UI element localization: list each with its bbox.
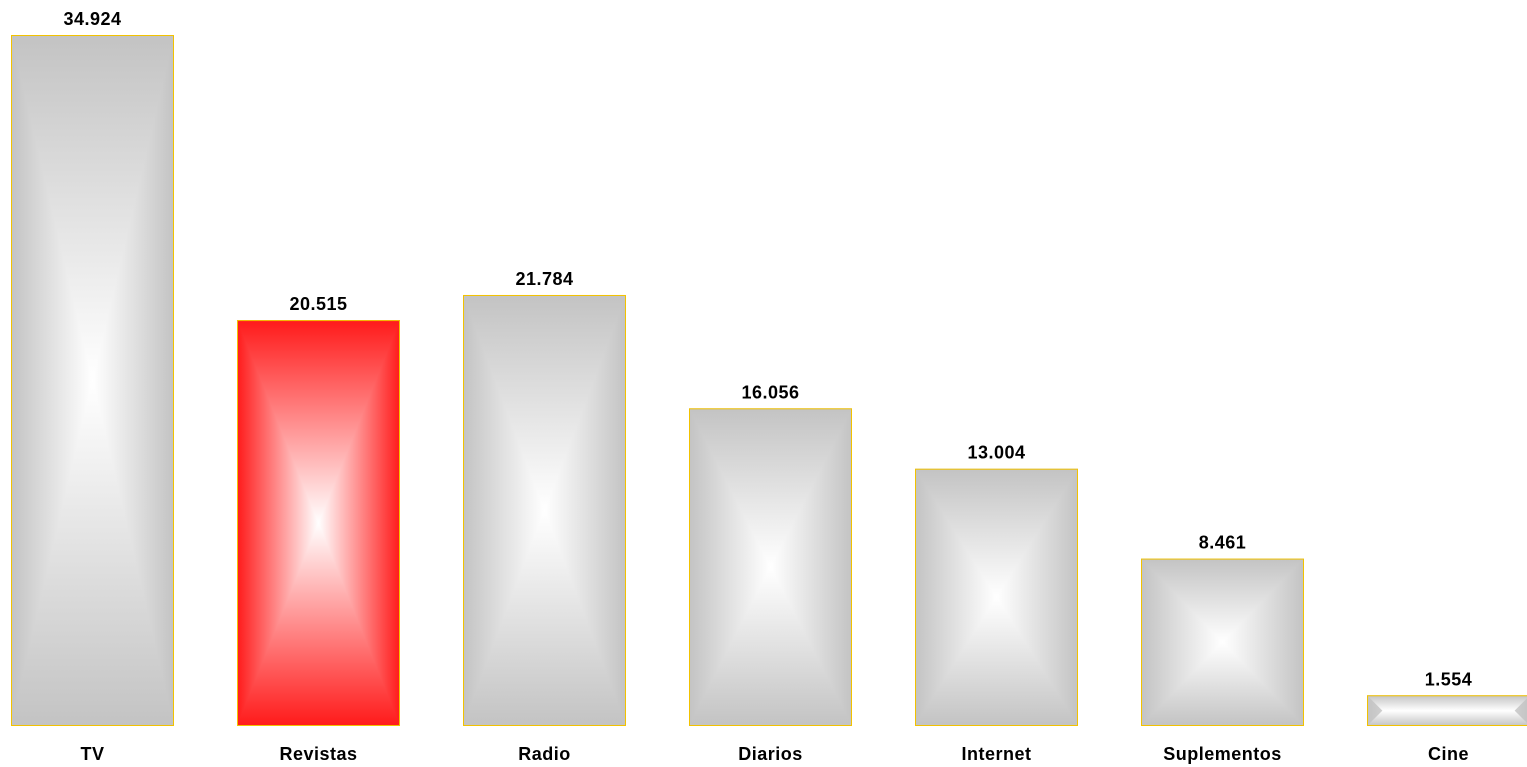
bar-cine	[1367, 695, 1527, 726]
bar-fill-right	[92, 35, 174, 726]
bar-diarios	[689, 408, 852, 726]
bar-fill-left	[237, 320, 319, 726]
value-label-suplementos: 8.461	[1199, 533, 1247, 553]
value-label-tv: 34.924	[63, 9, 121, 29]
bar-outline	[1367, 695, 1527, 726]
bars-layer	[11, 35, 1527, 726]
category-label-cine: Cine	[1428, 744, 1469, 764]
bar-fill-right	[318, 320, 400, 726]
bar-fill-right	[1222, 558, 1304, 726]
bar-fill-left	[915, 468, 997, 726]
category-labels-layer: TV Revistas Radio Diarios Internet Suplemento…	[80, 744, 1469, 764]
bar-internet	[915, 468, 1078, 726]
value-label-revistas: 20.515	[289, 294, 347, 314]
bar-fill-right	[1514, 698, 1527, 723]
bar-fill-right	[544, 294, 626, 726]
category-label-internet: Internet	[961, 744, 1031, 764]
bar-tv	[11, 35, 174, 726]
value-labels-layer: 34.924 20.515 21.784 16.056 13.004 8.461 1.554	[63, 9, 1473, 689]
value-label-radio: 21.784	[515, 269, 573, 289]
bar-outline	[1141, 558, 1304, 726]
bar-outline	[11, 35, 174, 726]
bar-fill-vertical	[1367, 695, 1527, 726]
bar-outline	[689, 408, 852, 726]
bar-fill-left	[689, 408, 771, 726]
bar-fill-left	[1367, 695, 1383, 726]
value-label-cine: 1.554	[1425, 669, 1473, 689]
category-label-suplementos: Suplementos	[1163, 744, 1282, 764]
category-label-radio: Radio	[518, 744, 571, 764]
bar-radio	[463, 294, 626, 726]
bar-fill-left	[1141, 558, 1223, 726]
value-label-diarios: 16.056	[741, 382, 799, 402]
bar-fill-left	[11, 35, 93, 726]
bar-fill-right	[770, 408, 852, 726]
bar-fill-left	[463, 294, 545, 726]
bar-outline	[237, 320, 400, 726]
category-label-tv: TV	[80, 744, 104, 764]
bar-outline	[915, 468, 1078, 726]
bar-fill-right	[996, 468, 1078, 726]
category-label-diarios: Diarios	[738, 744, 803, 764]
bar-outline	[463, 294, 626, 726]
bar-revistas	[237, 320, 400, 726]
value-label-internet: 13.004	[967, 443, 1025, 463]
bar-suplementos	[1141, 558, 1304, 726]
category-label-revistas: Revistas	[279, 744, 357, 764]
